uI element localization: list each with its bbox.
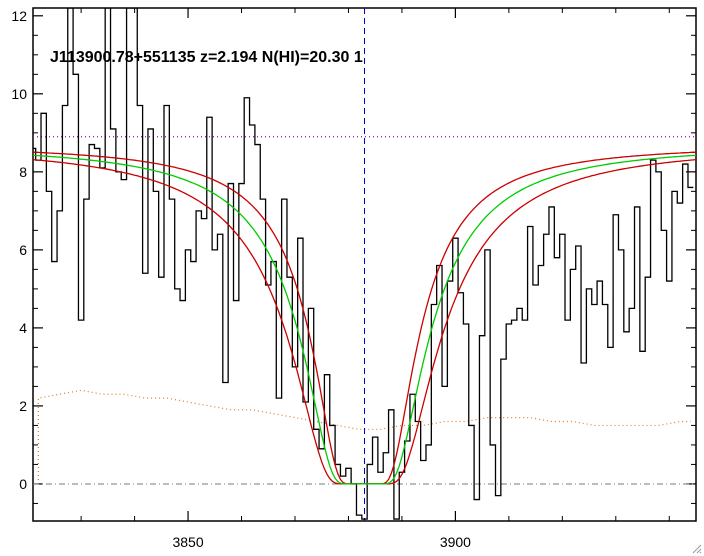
model-best-fit-curve	[33, 154, 696, 485]
y-tick-label: 4	[19, 320, 27, 336]
y-tick-label: 8	[19, 164, 27, 180]
plot-frame	[32, 7, 697, 522]
axes: 0 2 4 6 8 10 12 3850 3900	[11, 7, 697, 550]
error-line	[37, 389, 691, 484]
error-series	[37, 389, 691, 484]
y-tick-label: 2	[19, 398, 27, 414]
y-tick-label: 12	[11, 8, 27, 24]
x-tick-label: 3850	[172, 534, 203, 550]
guide-lines	[33, 8, 696, 521]
y-tick-label: 6	[19, 242, 27, 258]
flux-series	[33, 8, 694, 520]
x-tick-label: 3900	[440, 534, 471, 550]
resize-grip-icon[interactable]	[690, 542, 702, 554]
model-curves	[33, 151, 696, 485]
chart-title: J113900.78+551135 z=2.194 N(HI)=20.30 1	[50, 49, 363, 66]
y-tick-label: 10	[11, 86, 27, 102]
flux-histogram	[33, 8, 694, 520]
y-tick-label: 0	[19, 476, 27, 492]
